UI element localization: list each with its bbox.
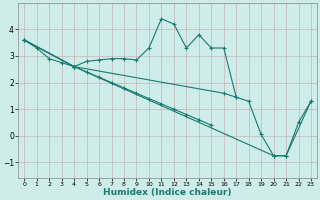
X-axis label: Humidex (Indice chaleur): Humidex (Indice chaleur) — [103, 188, 232, 197]
